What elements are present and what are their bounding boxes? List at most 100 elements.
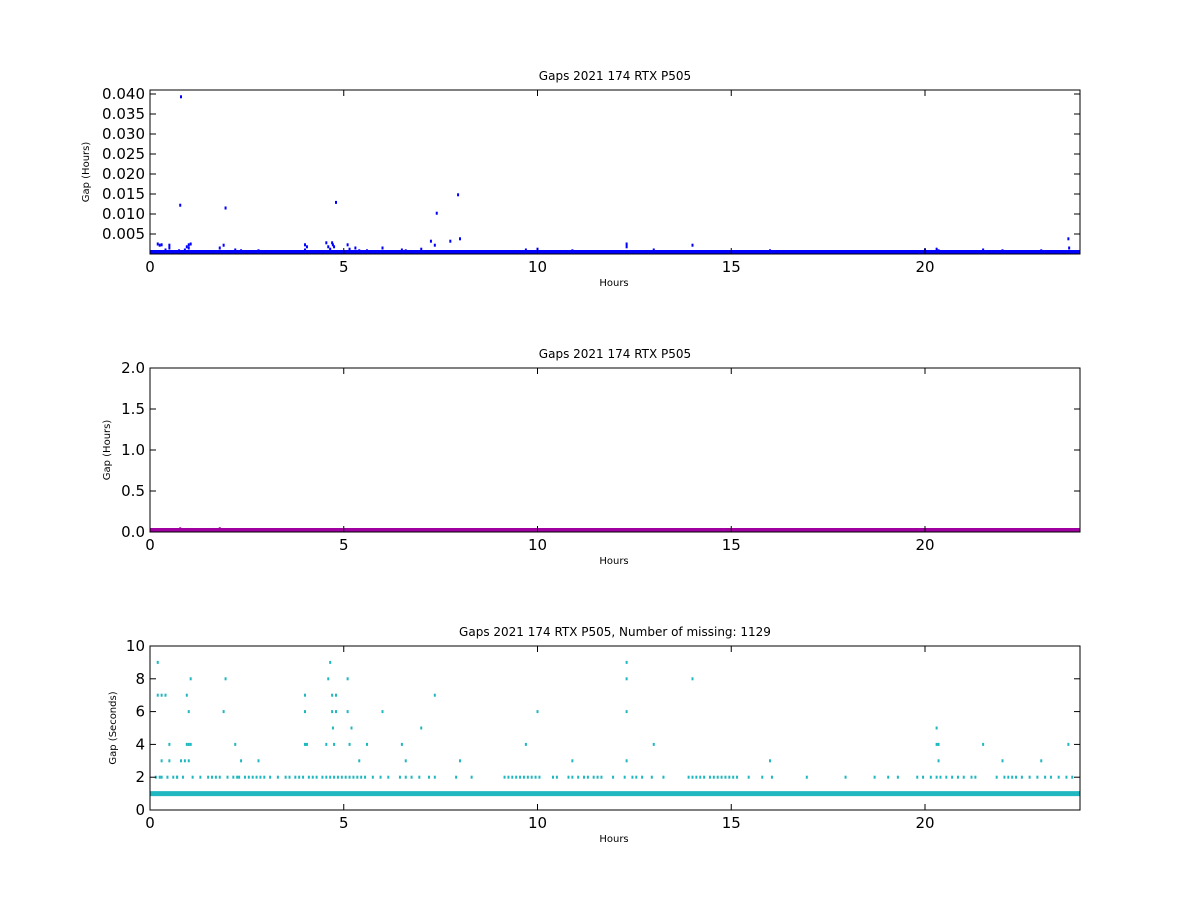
chart-1-point	[187, 243, 190, 247]
chart-3-point	[567, 775, 570, 779]
chart-1-point	[240, 249, 243, 253]
chart-3-point	[346, 710, 349, 714]
chart-3-point	[410, 775, 413, 779]
chart-1-point	[449, 239, 452, 243]
chart-3-point	[234, 742, 237, 746]
chart-3-point	[571, 775, 574, 779]
chart-3-point	[187, 710, 190, 714]
chart-3-point	[577, 775, 580, 779]
chart-1-point	[304, 248, 306, 252]
chart-3-y-tick-label: 8	[135, 670, 145, 688]
chart-3-point	[284, 775, 287, 779]
chart-3-point	[276, 775, 279, 779]
chart-1-point	[333, 245, 336, 249]
chart-1-point	[257, 249, 260, 253]
chart-1-point	[935, 247, 938, 251]
chart-3-point	[732, 775, 735, 779]
chart-1-point	[1067, 237, 1070, 241]
chart-1-point	[1068, 246, 1071, 250]
chart-1-point	[180, 95, 182, 99]
chart-3-point	[348, 742, 351, 746]
chart-3-point	[164, 693, 167, 697]
chart-1-point	[179, 203, 182, 207]
chart-3-point	[459, 759, 461, 763]
chart-3-point	[1071, 775, 1074, 779]
chart-1-point	[429, 239, 432, 243]
chart-1-point	[331, 241, 334, 245]
chart-1-y-tick-label: 0.010	[102, 205, 145, 223]
chart-3-point	[288, 775, 291, 779]
chart-1-point	[457, 193, 460, 197]
chart-1-x-tick-label: 5	[339, 258, 349, 276]
chart-3-marks	[150, 660, 1080, 797]
chart-3-point	[420, 726, 423, 730]
chart-3-point	[348, 775, 351, 779]
chart-3-point	[1065, 775, 1068, 779]
chart-3-point	[1040, 759, 1043, 763]
chart-3-point	[226, 775, 229, 779]
chart-3-point	[404, 775, 407, 779]
chart-1-point	[524, 248, 527, 252]
chart-1-x-tick-label: 10	[528, 258, 547, 276]
chart-3-point	[534, 775, 537, 779]
chart-1-y-ticks: 0.005 0.010 0.015 0.020 0.025 0.030 0.035 0.040	[102, 85, 1080, 243]
chart-3-point	[596, 775, 599, 779]
chart-3-point	[935, 726, 938, 730]
chart-3-point	[247, 775, 250, 779]
chart-3-point	[176, 775, 179, 779]
chart-3-point	[321, 775, 324, 779]
chart-3-point	[929, 775, 932, 779]
chart-3-point	[166, 775, 169, 779]
chart-1-x-tick-label: 0	[145, 258, 155, 276]
chart-1-point	[420, 247, 423, 251]
chart-1-x-tick-label: 15	[722, 258, 741, 276]
chart-1-point	[185, 245, 188, 249]
chart-3-point	[187, 759, 190, 763]
chart-3-point	[503, 775, 506, 779]
chart-3-point	[526, 775, 529, 779]
chart-3-point	[995, 775, 998, 779]
chart-3-point	[344, 775, 347, 779]
chart-1-point	[160, 243, 163, 247]
chart-3-point	[662, 775, 665, 779]
chart-3-x-tick-label: 20	[915, 814, 934, 832]
chart-1-point	[459, 237, 461, 241]
chart-3-point	[1057, 775, 1060, 779]
chart-1-point	[222, 243, 225, 247]
chart-3-point	[708, 775, 711, 779]
chart-3-point	[269, 775, 272, 779]
chart-3-point	[916, 775, 919, 779]
chart-1-point	[335, 200, 337, 204]
chart-2-x-tick-label: 10	[528, 536, 547, 554]
chart-3-point	[1003, 775, 1006, 779]
chart-1-point	[652, 248, 655, 252]
chart-1-point	[381, 246, 384, 250]
chart-3-y-tick-label: 6	[135, 703, 145, 721]
chart-3-point	[982, 742, 985, 746]
chart-3-point	[331, 710, 334, 714]
chart-3-point	[189, 742, 192, 746]
chart-3-point	[160, 759, 163, 763]
chart-3-y-ticks: 0 2 4 6 8 10	[126, 637, 1080, 819]
chart-3-point	[515, 775, 518, 779]
chart-3-point	[937, 742, 940, 746]
chart-3-point	[240, 759, 243, 763]
chart-3-point	[243, 775, 246, 779]
chart-3-point	[156, 693, 159, 697]
chart-3-point	[712, 775, 715, 779]
chart-2-x-tick-label: 0	[145, 536, 155, 554]
chart-2-x-tick-label: 5	[339, 536, 349, 554]
chart-3-point	[329, 660, 332, 664]
chart-2-y-axis-label: Gap (Hours)	[102, 420, 113, 481]
chart-3-point	[691, 677, 694, 681]
chart-3-point	[307, 775, 310, 779]
chart-3-point	[364, 775, 367, 779]
chart-3-point	[524, 742, 527, 746]
chart-3-point	[302, 775, 305, 779]
chart-1-point	[769, 249, 771, 253]
chart-3-point	[552, 775, 554, 779]
chart-3-point	[327, 677, 330, 681]
chart-1-point	[327, 245, 330, 249]
chart-3-point	[538, 775, 541, 779]
chart-3-point	[522, 775, 525, 779]
